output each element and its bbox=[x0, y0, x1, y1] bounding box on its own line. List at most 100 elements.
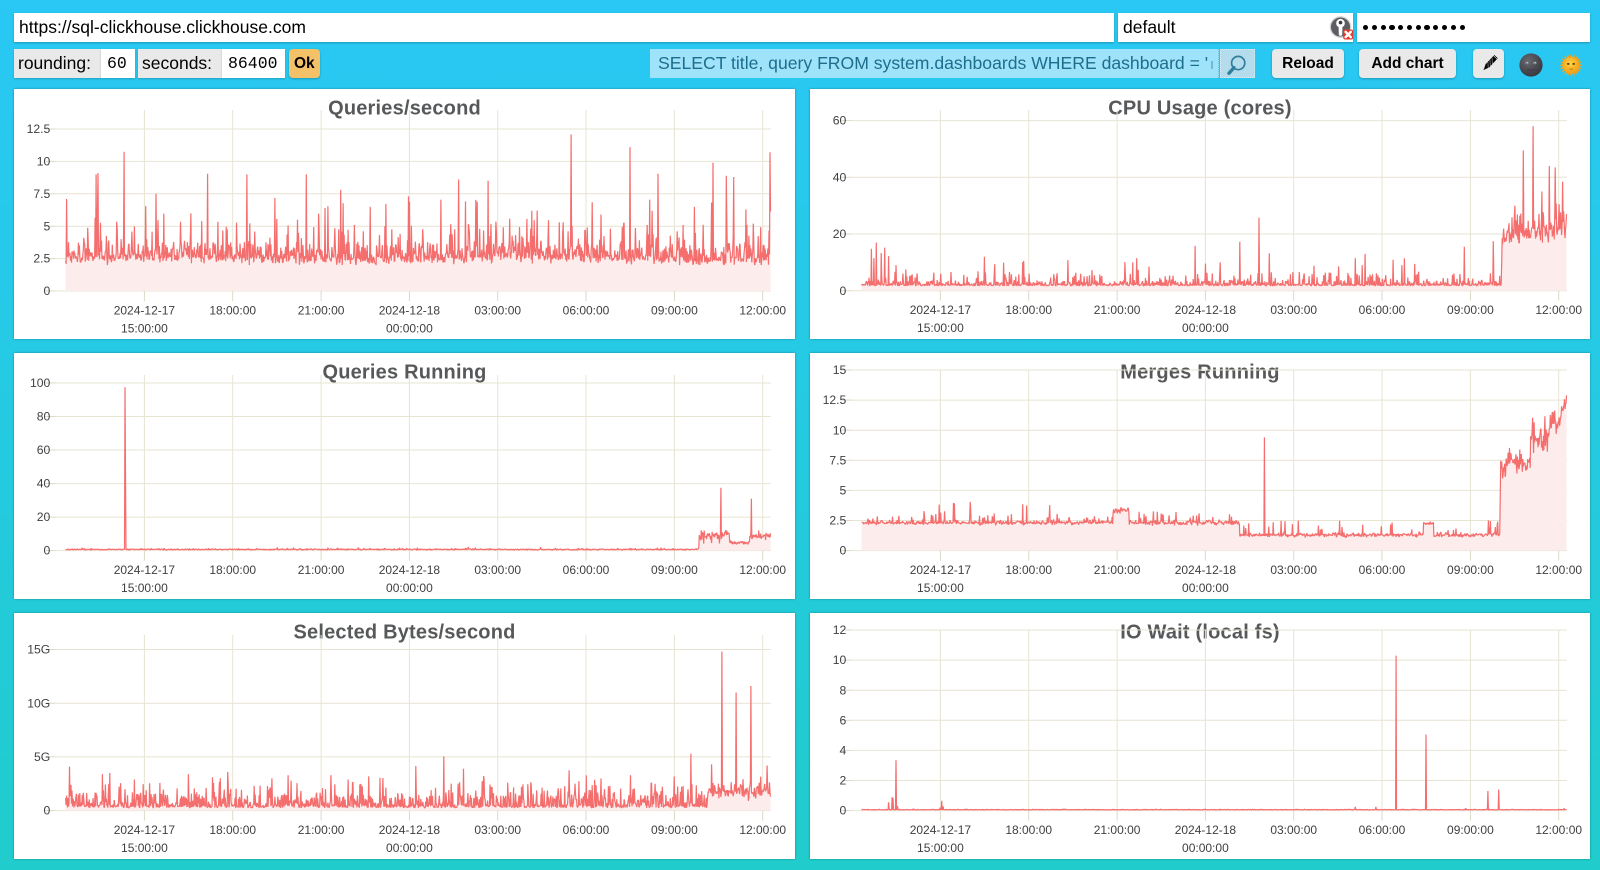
svg-text:40: 40 bbox=[833, 170, 847, 184]
svg-text:12.5: 12.5 bbox=[823, 393, 847, 407]
svg-text:03:00:00: 03:00:00 bbox=[474, 303, 521, 317]
svg-text:0: 0 bbox=[840, 284, 847, 298]
svg-text:06:00:00: 06:00:00 bbox=[563, 303, 610, 317]
svg-text:7.5: 7.5 bbox=[33, 187, 50, 201]
svg-text:2024-12-18: 2024-12-18 bbox=[1175, 563, 1237, 577]
svg-text:Queries/second: Queries/second bbox=[328, 98, 481, 120]
svg-text:20: 20 bbox=[37, 510, 51, 524]
svg-text:09:00:00: 09:00:00 bbox=[651, 563, 698, 577]
svg-text:80: 80 bbox=[37, 410, 51, 424]
svg-text:06:00:00: 06:00:00 bbox=[1359, 303, 1406, 317]
svg-text:09:00:00: 09:00:00 bbox=[1447, 563, 1494, 577]
svg-text:00:00:00: 00:00:00 bbox=[386, 321, 433, 335]
svg-text:0: 0 bbox=[44, 544, 51, 558]
svg-text:7.5: 7.5 bbox=[829, 453, 846, 467]
svg-text:2024-12-17: 2024-12-17 bbox=[114, 303, 176, 317]
svg-text:21:00:00: 21:00:00 bbox=[298, 823, 345, 837]
svg-text:15:00:00: 15:00:00 bbox=[917, 581, 964, 595]
svg-text:15:00:00: 15:00:00 bbox=[917, 841, 964, 855]
svg-text:2024-12-17: 2024-12-17 bbox=[910, 563, 972, 577]
svg-text:10: 10 bbox=[833, 653, 847, 667]
svg-text:15:00:00: 15:00:00 bbox=[121, 581, 168, 595]
svg-text:0: 0 bbox=[840, 544, 847, 558]
svg-text:12.5: 12.5 bbox=[27, 122, 51, 136]
svg-text:2024-12-18: 2024-12-18 bbox=[379, 303, 441, 317]
svg-text:12:00:00: 12:00:00 bbox=[1535, 563, 1582, 577]
svg-text:18:00:00: 18:00:00 bbox=[1005, 823, 1052, 837]
svg-text:09:00:00: 09:00:00 bbox=[651, 303, 698, 317]
svg-text:CPU Usage (cores): CPU Usage (cores) bbox=[1108, 98, 1291, 120]
svg-text:12:00:00: 12:00:00 bbox=[739, 563, 786, 577]
svg-text:2024-12-18: 2024-12-18 bbox=[1175, 303, 1237, 317]
svg-text:60: 60 bbox=[833, 114, 847, 128]
svg-text:2: 2 bbox=[840, 774, 847, 788]
svg-text:21:00:00: 21:00:00 bbox=[298, 303, 345, 317]
svg-text:15G: 15G bbox=[27, 643, 50, 657]
svg-text:18:00:00: 18:00:00 bbox=[1005, 303, 1052, 317]
svg-text:00:00:00: 00:00:00 bbox=[1182, 321, 1229, 335]
svg-text:Merges Running: Merges Running bbox=[1120, 362, 1279, 384]
svg-text:10G: 10G bbox=[27, 696, 50, 710]
svg-text:09:00:00: 09:00:00 bbox=[1447, 823, 1494, 837]
svg-text:03:00:00: 03:00:00 bbox=[1270, 563, 1317, 577]
svg-text:100: 100 bbox=[30, 376, 51, 390]
svg-text:00:00:00: 00:00:00 bbox=[386, 841, 433, 855]
svg-text:40: 40 bbox=[37, 477, 51, 491]
svg-text:10: 10 bbox=[37, 155, 51, 169]
svg-text:6: 6 bbox=[840, 713, 847, 727]
svg-text:5: 5 bbox=[840, 484, 847, 498]
svg-text:Queries Running: Queries Running bbox=[322, 362, 486, 384]
svg-text:2024-12-18: 2024-12-18 bbox=[1175, 823, 1237, 837]
svg-text:Selected Bytes/second: Selected Bytes/second bbox=[293, 622, 515, 644]
svg-text:03:00:00: 03:00:00 bbox=[474, 823, 521, 837]
svg-text:10: 10 bbox=[833, 423, 847, 437]
svg-text:20: 20 bbox=[833, 227, 847, 241]
svg-text:18:00:00: 18:00:00 bbox=[209, 563, 256, 577]
svg-text:60: 60 bbox=[37, 443, 51, 457]
svg-text:03:00:00: 03:00:00 bbox=[474, 563, 521, 577]
svg-text:5: 5 bbox=[44, 219, 51, 233]
svg-text:12:00:00: 12:00:00 bbox=[1535, 303, 1582, 317]
svg-text:15:00:00: 15:00:00 bbox=[121, 321, 168, 335]
svg-text:15:00:00: 15:00:00 bbox=[121, 841, 168, 855]
svg-text:12:00:00: 12:00:00 bbox=[739, 823, 786, 837]
svg-text:2.5: 2.5 bbox=[33, 252, 50, 266]
svg-text:18:00:00: 18:00:00 bbox=[1005, 563, 1052, 577]
svg-text:2024-12-17: 2024-12-17 bbox=[910, 303, 972, 317]
svg-text:IO Wait (local fs): IO Wait (local fs) bbox=[1120, 622, 1280, 644]
svg-text:09:00:00: 09:00:00 bbox=[1447, 303, 1494, 317]
svg-text:00:00:00: 00:00:00 bbox=[1182, 841, 1229, 855]
svg-text:2024-12-17: 2024-12-17 bbox=[114, 823, 176, 837]
svg-text:15: 15 bbox=[833, 363, 847, 377]
svg-text:2024-12-18: 2024-12-18 bbox=[379, 823, 441, 837]
svg-text:06:00:00: 06:00:00 bbox=[563, 823, 610, 837]
svg-text:21:00:00: 21:00:00 bbox=[1094, 303, 1141, 317]
svg-text:0: 0 bbox=[44, 804, 51, 818]
svg-text:00:00:00: 00:00:00 bbox=[1182, 581, 1229, 595]
svg-text:21:00:00: 21:00:00 bbox=[298, 563, 345, 577]
svg-text:2024-12-17: 2024-12-17 bbox=[910, 823, 972, 837]
svg-text:18:00:00: 18:00:00 bbox=[209, 823, 256, 837]
svg-text:18:00:00: 18:00:00 bbox=[209, 303, 256, 317]
svg-text:09:00:00: 09:00:00 bbox=[651, 823, 698, 837]
svg-text:2.5: 2.5 bbox=[829, 514, 846, 528]
svg-text:0: 0 bbox=[840, 804, 847, 818]
svg-text:4: 4 bbox=[840, 744, 847, 758]
svg-text:2024-12-17: 2024-12-17 bbox=[114, 563, 176, 577]
svg-text:06:00:00: 06:00:00 bbox=[1359, 563, 1406, 577]
svg-text:03:00:00: 03:00:00 bbox=[1270, 303, 1317, 317]
svg-text:00:00:00: 00:00:00 bbox=[386, 581, 433, 595]
svg-text:06:00:00: 06:00:00 bbox=[563, 563, 610, 577]
svg-text:06:00:00: 06:00:00 bbox=[1359, 823, 1406, 837]
svg-text:15:00:00: 15:00:00 bbox=[917, 321, 964, 335]
svg-text:03:00:00: 03:00:00 bbox=[1270, 823, 1317, 837]
svg-text:8: 8 bbox=[840, 683, 847, 697]
svg-text:12: 12 bbox=[833, 623, 847, 637]
svg-text:12:00:00: 12:00:00 bbox=[1535, 823, 1582, 837]
svg-text:12:00:00: 12:00:00 bbox=[739, 303, 786, 317]
svg-text:5G: 5G bbox=[34, 750, 50, 764]
svg-text:0: 0 bbox=[44, 284, 51, 298]
svg-text:2024-12-18: 2024-12-18 bbox=[379, 563, 441, 577]
svg-text:21:00:00: 21:00:00 bbox=[1094, 823, 1141, 837]
svg-text:21:00:00: 21:00:00 bbox=[1094, 563, 1141, 577]
